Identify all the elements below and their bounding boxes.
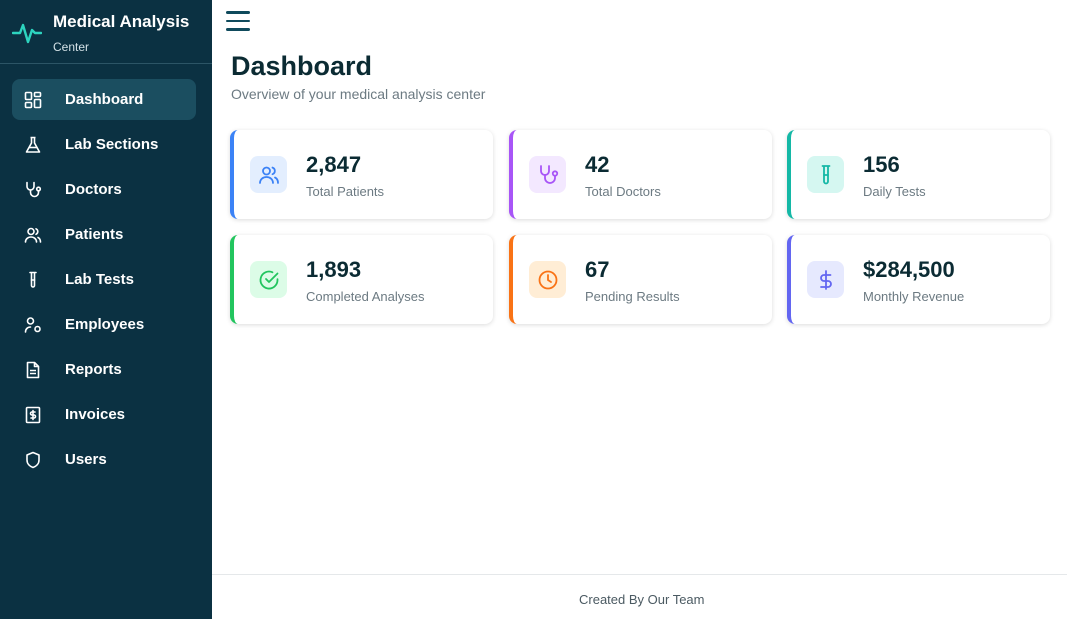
sidebar-item-dashboard[interactable]: Dashboard: [12, 79, 196, 120]
sidebar-item-label: Patients: [65, 226, 124, 243]
file-text-icon: [24, 361, 42, 379]
flask-icon: [24, 136, 42, 154]
stat-value: 42: [585, 152, 610, 177]
sidebar: Medical Analysis Center Dashboard Lab Se…: [0, 0, 212, 619]
activity-icon: [11, 17, 43, 47]
stethoscope-icon: [529, 156, 566, 193]
sidebar-item-invoices[interactable]: Invoices: [12, 394, 196, 435]
sidebar-item-label: Users: [65, 451, 107, 468]
sidebar-item-label: Lab Sections: [65, 136, 159, 153]
users-icon: [250, 156, 287, 193]
menu-toggle-button[interactable]: [226, 11, 250, 33]
stat-value: 156: [863, 152, 900, 177]
footer-credit: Created By Our Team: [579, 592, 705, 607]
stat-label: Total Patients: [306, 184, 385, 199]
clock-icon: [529, 261, 566, 298]
test-tube-icon: [24, 271, 42, 289]
page-subtitle: Overview of your medical analysis center: [231, 86, 486, 102]
stat-label: Pending Results: [585, 289, 680, 304]
brand-subtitle: Center: [53, 40, 90, 54]
sidebar-item-label: Dashboard: [65, 91, 144, 108]
sidebar-item-label: Doctors: [65, 181, 122, 198]
footer: Created By Our Team: [212, 574, 1067, 619]
stethoscope-icon: [24, 181, 42, 199]
dashboard-icon: [24, 91, 42, 109]
sidebar-item-lab-sections[interactable]: Lab Sections: [12, 124, 196, 165]
check-circle-icon: [250, 261, 287, 298]
sidebar-item-employees[interactable]: Employees: [12, 304, 196, 345]
sidebar-item-label: Employees: [65, 316, 145, 333]
stat-value: 67: [585, 257, 610, 282]
stat-label: Completed Analyses: [306, 289, 425, 304]
stat-value: 2,847: [306, 152, 362, 177]
stat-card-completed-analyses: 1,893 Completed Analyses: [230, 235, 493, 324]
hamburger-icon: [226, 11, 250, 14]
sidebar-nav: Dashboard Lab Sections Doctors Patients …: [12, 79, 196, 484]
sidebar-item-doctors[interactable]: Doctors: [12, 169, 196, 210]
users-icon: [24, 226, 42, 244]
page-title: Dashboard: [231, 51, 373, 81]
sidebar-item-users[interactable]: Users: [12, 439, 196, 480]
dollar-icon: [807, 261, 844, 298]
user-cog-icon: [24, 316, 42, 334]
test-tube-icon: [807, 156, 844, 193]
shield-icon: [24, 451, 42, 469]
stat-label: Daily Tests: [863, 184, 926, 199]
sidebar-item-patients[interactable]: Patients: [12, 214, 196, 255]
stat-card-daily-tests: 156 Daily Tests: [787, 130, 1050, 219]
sidebar-item-label: Reports: [65, 361, 122, 378]
brand-title: Medical Analysis: [53, 12, 190, 31]
receipt-icon: [24, 406, 42, 424]
stat-value: 1,893: [306, 257, 362, 282]
sidebar-item-lab-tests[interactable]: Lab Tests: [12, 259, 196, 300]
stat-card-total-doctors: 42 Total Doctors: [509, 130, 772, 219]
stat-label: Total Doctors: [585, 184, 661, 199]
sidebar-item-label: Lab Tests: [65, 271, 134, 288]
sidebar-item-reports[interactable]: Reports: [12, 349, 196, 390]
stat-card-total-patients: 2,847 Total Patients: [230, 130, 493, 219]
stat-label: Monthly Revenue: [863, 289, 965, 304]
stat-value: $284,500: [863, 257, 955, 282]
sidebar-item-label: Invoices: [65, 406, 126, 423]
stat-card-monthly-revenue: $284,500 Monthly Revenue: [787, 235, 1050, 324]
stat-card-pending-results: 67 Pending Results: [509, 235, 772, 324]
brand: Medical Analysis Center: [0, 0, 212, 64]
